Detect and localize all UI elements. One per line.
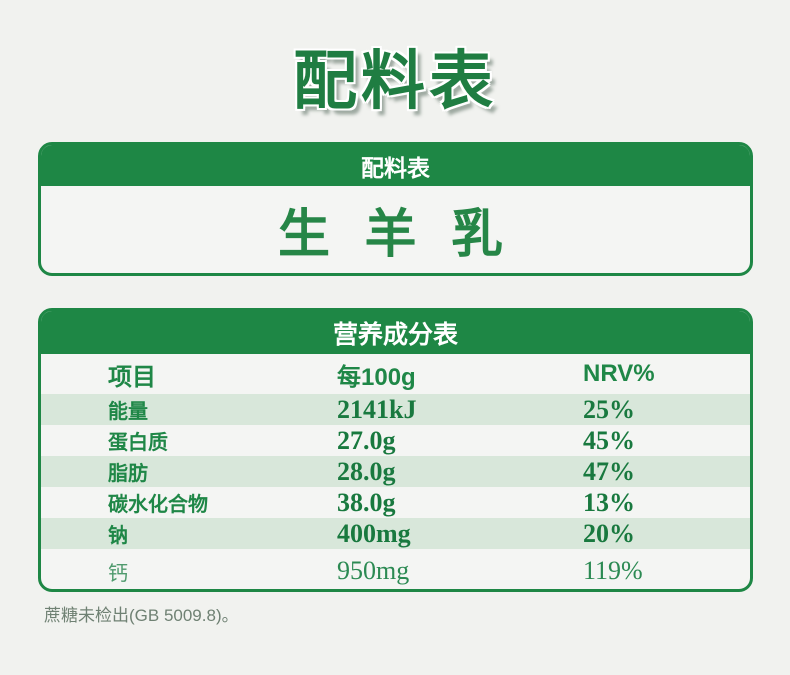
row-nrv: 13% [583,487,635,517]
page-title: 配料表 [293,45,497,117]
ingredients-card-header: 配料表 [41,145,750,186]
table-row-protein: 蛋白质 27.0g 45% [41,425,750,456]
table-row-carbohydrate: 碳水化合物 38.0g 13% [41,487,750,518]
column-header-nrv: NRV% [583,360,655,387]
row-nrv: 45% [583,425,635,455]
nutrition-card: 营养成分表 项目 每100g NRV% 能量 2141kJ 25% 蛋白质 27… [38,308,753,592]
ingredients-content: 生 羊 乳 [278,206,513,264]
column-header-item: 项目 [108,363,156,391]
row-name: 钙 [108,562,128,585]
row-per100g: 38.0g [337,487,396,517]
table-row-fat: 脂肪 28.0g 47% [41,456,750,487]
row-name: 蛋白质 [108,432,168,454]
row-name: 碳水化合物 [108,494,208,516]
ingredients-card: 配料表 生 羊 乳 [38,142,753,276]
nutrition-card-header: 营养成分表 [41,311,750,354]
row-nrv: 25% [583,394,635,424]
table-header-row: 项目 每100g NRV% [41,354,750,394]
row-per100g: 27.0g [337,425,396,455]
row-per100g: 2141kJ [337,394,417,424]
row-nrv: 119% [583,556,643,585]
footnote: 蔗糖未检出(GB 5009.8)。 [44,606,239,625]
nutrition-table: 项目 每100g NRV% 能量 2141kJ 25% 蛋白质 27.0g 45… [41,354,750,589]
row-name: 能量 [108,401,148,423]
row-nrv: 47% [583,456,635,486]
row-per100g: 950mg [337,556,410,585]
row-per100g: 28.0g [337,456,396,486]
table-row-energy: 能量 2141kJ 25% [41,394,750,425]
column-header-per100g: 每100g [337,363,416,391]
row-per100g: 400mg [337,518,411,548]
row-name: 脂肪 [108,463,148,485]
table-row-calcium: 钙 950mg 119% [41,549,750,589]
table-row-sodium: 钠 400mg 20% [41,518,750,549]
row-nrv: 20% [583,518,635,548]
row-name: 钠 [108,525,128,547]
